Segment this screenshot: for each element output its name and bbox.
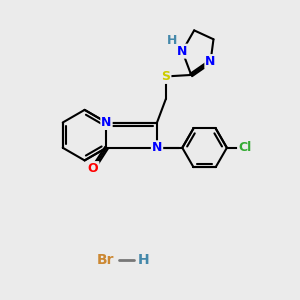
Text: O: O [88,162,98,175]
Text: S: S [161,70,170,83]
Text: N: N [177,45,188,58]
Text: N: N [101,116,112,129]
Text: H: H [138,253,150,267]
Text: Br: Br [97,253,114,267]
Text: Cl: Cl [238,141,251,154]
Text: N: N [205,55,216,68]
Text: H: H [167,34,177,47]
Text: N: N [152,141,162,154]
